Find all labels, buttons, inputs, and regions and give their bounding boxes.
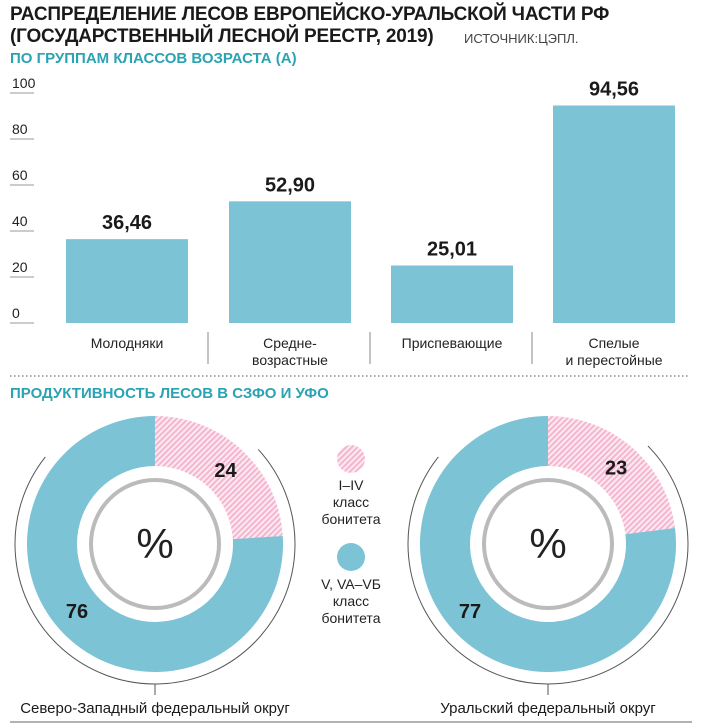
- bar: [553, 105, 675, 324]
- slice-value-label: 23: [605, 458, 627, 480]
- y-tick-label: 60: [12, 167, 28, 183]
- y-tick-label: 100: [12, 75, 36, 91]
- percent-symbol: %: [529, 520, 566, 567]
- legend-label: класс: [333, 494, 369, 510]
- bar-chart-title: ПО ГРУППАМ КЛАССОВ ВОЗРАСТА (А): [10, 50, 297, 67]
- legend-label: бонитета: [322, 610, 381, 626]
- bar-value-label: 94,56: [589, 79, 639, 101]
- slice-value-label: 77: [459, 601, 481, 623]
- chart-title-line2: (ГОСУДАРСТВЕННЫЙ ЛЕСНОЙ РЕЕСТР, 2019): [10, 26, 434, 47]
- outer-arc: [407, 445, 689, 685]
- y-tick-label: 80: [12, 121, 28, 137]
- y-tick-label: 40: [12, 213, 28, 229]
- legend-swatch-v: [337, 543, 365, 571]
- category-label: возрастные: [252, 352, 328, 368]
- inner-ring: [89, 478, 221, 610]
- category-label: Средне-: [263, 335, 317, 351]
- legend-swatch-i-iv: [337, 445, 365, 473]
- category-label: Приспевающие: [402, 335, 503, 351]
- donut-chart-title: ПРОДУКТИВНОСТЬ ЛЕСОВ В СЗФО И УФО: [10, 385, 329, 402]
- inner-ring: [482, 478, 614, 610]
- outer-arc: [14, 449, 296, 685]
- bar-value-label: 25,01: [427, 238, 477, 260]
- chart-title-line1: РАСПРЕДЕЛЕНИЕ ЛЕСОВ ЕВРОПЕЙСКО-УРАЛЬСКОЙ…: [10, 4, 610, 25]
- donut-slice-i-iv: [548, 416, 675, 535]
- legend-label: бонитета: [322, 511, 381, 527]
- slice-value-label: 76: [66, 601, 88, 623]
- legend-label: I–IV: [339, 477, 365, 493]
- legend-label: V, VA–VБ: [321, 576, 381, 592]
- bar: [391, 265, 513, 323]
- bar-value-label: 36,46: [102, 212, 152, 234]
- category-label: Спелые: [588, 335, 639, 351]
- bar: [229, 201, 351, 323]
- percent-symbol: %: [136, 520, 173, 567]
- y-tick-label: 20: [12, 259, 28, 275]
- donut-slice-i-iv: [155, 416, 283, 540]
- source-note: ИСТОЧНИК:ЦЭПЛ.: [464, 31, 579, 46]
- category-label: и перестойные: [565, 352, 662, 368]
- bar-value-label: 52,90: [265, 174, 315, 196]
- category-label: Молодняки: [91, 335, 164, 351]
- slice-value-label: 24: [214, 460, 237, 482]
- donut-name: Северо-Западный федеральный округ: [20, 700, 290, 717]
- y-tick-label: 0: [12, 305, 20, 321]
- legend-label: класс: [333, 593, 369, 609]
- donut-slice-v: [419, 416, 676, 672]
- bar: [66, 239, 188, 323]
- donut-name: Уральский федеральный округ: [440, 700, 656, 717]
- donut-slice-v: [27, 416, 284, 672]
